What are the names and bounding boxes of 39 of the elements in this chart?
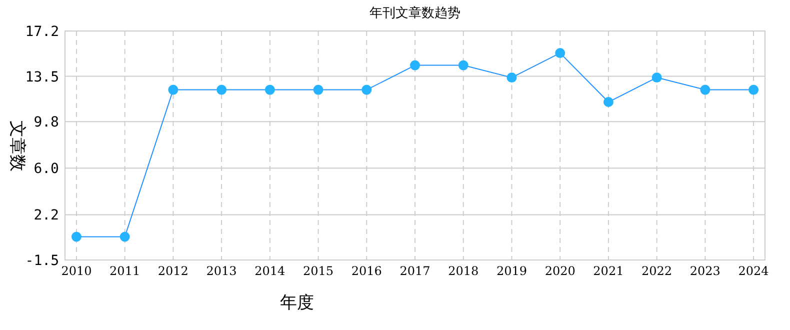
- point: [603, 97, 614, 108]
- x-tick-label: 2024: [738, 264, 770, 278]
- y-tick-label: 2.2: [34, 208, 59, 224]
- point: [458, 60, 468, 70]
- point: [652, 72, 662, 83]
- point: [555, 48, 566, 58]
- x-tick-label: 2023: [690, 264, 720, 278]
- x-tick-label: 2019: [496, 264, 527, 278]
- point: [168, 84, 178, 95]
- x-tick-label: 2010: [61, 264, 92, 278]
- x-tick-label: 2022: [642, 264, 672, 278]
- y-tick-label: -1.5: [25, 253, 59, 269]
- x-tick-label: 2014: [254, 264, 286, 278]
- y-tick-label: 9.8: [34, 114, 59, 131]
- x-tick-label: 2012: [158, 264, 188, 278]
- x-tick-label: 2013: [206, 264, 237, 278]
- point: [748, 84, 759, 95]
- y-tick-label: 17.2: [25, 24, 59, 40]
- x-tick-label: 2011: [110, 264, 140, 278]
- point: [362, 84, 372, 95]
- x-tick-label: 2016: [351, 264, 382, 278]
- x-tick-label: 2015: [303, 264, 334, 278]
- x-tick-label: 2017: [400, 264, 430, 278]
- point: [506, 72, 517, 83]
- point: [410, 60, 420, 70]
- x-tick-label: 2021: [593, 264, 624, 278]
- point: [700, 84, 710, 95]
- x-axis-title: 年度: [280, 293, 314, 313]
- y-axis-title: 文章数: [7, 120, 27, 172]
- chart-title: 年刊文章数趋势: [370, 6, 460, 21]
- x-tick-label: 2018: [448, 264, 479, 278]
- point: [120, 232, 130, 242]
- y-tick-label: 13.5: [25, 69, 59, 86]
- y-tick-label: 6.0: [34, 161, 59, 178]
- point: [313, 84, 324, 95]
- point: [216, 84, 227, 95]
- point: [264, 84, 275, 95]
- x-tick-label: 2020: [544, 264, 576, 278]
- point: [71, 232, 82, 242]
